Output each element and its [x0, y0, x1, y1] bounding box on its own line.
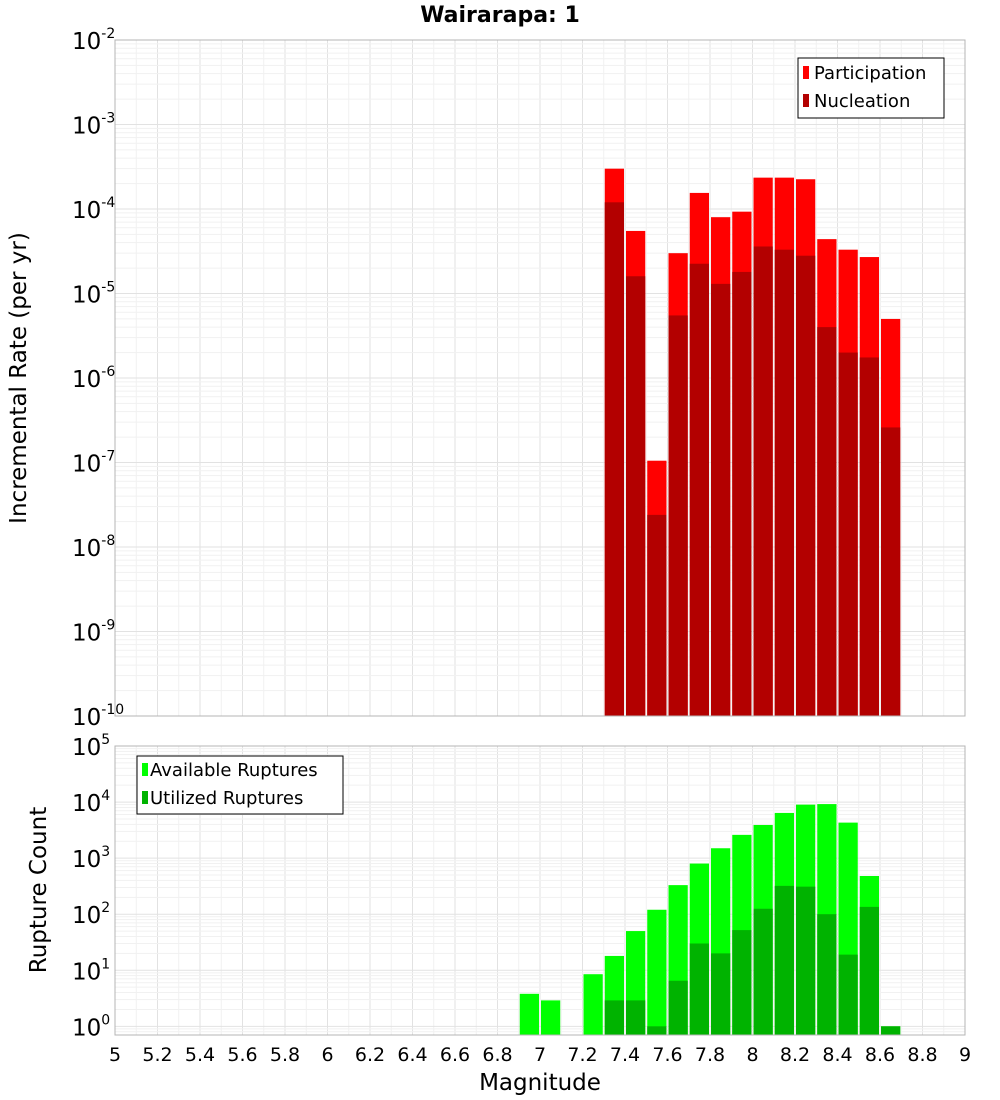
x-tick-label: 7 — [534, 1044, 546, 1066]
bar-nucleation — [647, 514, 667, 716]
y-tick-label: 105 — [72, 732, 110, 761]
count-panel: 100 101 102 103 104 105 5 5.2 5.4 5.6 5.8 6 6.2 6.4 6… — [26, 732, 971, 1096]
bar-utilized-ruptures — [626, 1000, 646, 1035]
bar-utilized-ruptures — [732, 930, 752, 1035]
bar-nucleation — [753, 246, 773, 716]
bar-utilized-ruptures — [753, 908, 773, 1035]
x-tick-label: 7.8 — [695, 1044, 725, 1066]
x-tick-label: 8.2 — [780, 1044, 810, 1066]
count-y-axis-label: Rupture Count — [26, 807, 52, 973]
x-tick-label: 7.4 — [610, 1044, 640, 1066]
bar-available-ruptures — [647, 909, 667, 1035]
x-tick-label: 8.8 — [907, 1044, 937, 1066]
x-tick-label: 6.6 — [440, 1044, 470, 1066]
x-axis-label: Magnitude — [479, 1070, 601, 1096]
bar-nucleation — [796, 255, 816, 716]
y-tick-label: 102 — [72, 900, 110, 929]
bar-utilized-ruptures — [604, 1000, 624, 1035]
bar-nucleation — [732, 271, 752, 716]
x-tick-label: 8 — [746, 1044, 758, 1066]
x-tick-label: 6.4 — [397, 1044, 427, 1066]
bar-utilized-ruptures — [859, 906, 879, 1035]
y-tick-label: 10-9 — [72, 618, 115, 647]
rate-legend: Participation Nucleation — [797, 57, 945, 119]
chart-title: Wairarapa: 1 — [420, 3, 580, 28]
bar-available-ruptures — [583, 974, 603, 1035]
y-tick-label: 104 — [72, 788, 110, 817]
x-tick-label: 8.4 — [822, 1044, 852, 1066]
x-tick-label: 7.6 — [652, 1044, 682, 1066]
x-tick-label: 5.2 — [142, 1044, 172, 1066]
x-tick-label: 7.2 — [567, 1044, 597, 1066]
y-tick-label: 10-8 — [72, 533, 115, 562]
x-tick-label: 5.4 — [185, 1044, 215, 1066]
bar-nucleation — [881, 427, 901, 716]
bar-nucleation — [838, 352, 858, 716]
bar-nucleation — [711, 283, 731, 716]
y-tick-label: 100 — [72, 1012, 110, 1041]
bar-utilized-ruptures — [689, 943, 709, 1035]
rate-plot-frame — [114, 39, 966, 717]
bar-available-ruptures — [541, 1000, 561, 1035]
bar-utilized-ruptures — [668, 980, 688, 1035]
count-plot-frame — [114, 745, 966, 1036]
bar-utilized-ruptures — [796, 886, 816, 1035]
legend-label-participation: Participation — [814, 63, 926, 84]
x-tick-label: 8.6 — [865, 1044, 895, 1066]
legend-label-utilized-ruptures: Utilized Ruptures — [150, 788, 303, 809]
y-tick-label: 101 — [72, 956, 110, 985]
legend-label-available-ruptures: Available Ruptures — [150, 760, 318, 781]
bar-nucleation — [604, 202, 624, 716]
rate-y-axis-label: Incremental Rate (per yr) — [6, 232, 32, 524]
bar-utilized-ruptures — [711, 953, 731, 1035]
y-tick-label: 10-4 — [72, 195, 115, 224]
x-tick-label: 6.2 — [355, 1044, 385, 1066]
x-tick-label: 5 — [109, 1044, 121, 1066]
bar-nucleation — [859, 357, 879, 716]
y-tick-label: 103 — [72, 844, 110, 873]
bar-nucleation — [689, 263, 709, 716]
bar-nucleation — [774, 249, 794, 716]
y-tick-label: 10-7 — [72, 449, 115, 478]
y-tick-label: 10-2 — [72, 26, 115, 55]
legend-swatch-nucleation — [803, 94, 809, 107]
bar-utilized-ruptures — [838, 954, 858, 1035]
rate-panel: 10-10 10-9 10-8 10-7 10-6 10-5 10-4 10-3 10-2 In… — [6, 26, 966, 731]
count-legend: Available Ruptures Utilized Ruptures — [136, 755, 344, 815]
y-tick-label: 10-3 — [72, 111, 115, 140]
x-tick-label: 9 — [959, 1044, 971, 1066]
bar-nucleation — [626, 276, 646, 716]
bar-utilized-ruptures — [647, 1026, 667, 1035]
legend-swatch-participation — [803, 66, 809, 79]
legend-swatch-available-ruptures — [142, 763, 148, 776]
bar-available-ruptures — [519, 993, 539, 1035]
legend-label-nucleation: Nucleation — [814, 91, 910, 112]
y-tick-label: 10-5 — [72, 280, 115, 309]
bar-nucleation — [817, 327, 837, 716]
bar-utilized-ruptures — [774, 885, 794, 1035]
bar-utilized-ruptures — [881, 1026, 901, 1035]
x-tick-label: 5.6 — [227, 1044, 257, 1066]
x-tick-label: 6 — [321, 1044, 333, 1066]
x-tick-label: 5.8 — [270, 1044, 300, 1066]
bar-utilized-ruptures — [817, 914, 837, 1035]
y-tick-label: 10-6 — [72, 364, 115, 393]
legend-swatch-utilized-ruptures — [142, 791, 148, 804]
bar-nucleation — [668, 315, 688, 716]
x-tick-label: 6.8 — [482, 1044, 512, 1066]
y-tick-label: 10-10 — [72, 702, 124, 731]
